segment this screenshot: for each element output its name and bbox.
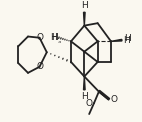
Text: H: H	[52, 33, 58, 42]
Text: H: H	[50, 33, 57, 42]
Text: H: H	[123, 36, 130, 45]
Text: O: O	[85, 99, 92, 108]
Text: ,,: ,,	[57, 37, 62, 43]
Polygon shape	[83, 76, 85, 90]
Text: O: O	[36, 33, 43, 42]
Text: '': ''	[118, 38, 122, 44]
Text: H: H	[124, 34, 131, 43]
Text: O: O	[110, 95, 117, 104]
Text: H: H	[81, 92, 88, 101]
Text: O: O	[36, 62, 43, 71]
Text: H: H	[81, 1, 88, 10]
Polygon shape	[83, 12, 85, 26]
Polygon shape	[111, 39, 122, 41]
